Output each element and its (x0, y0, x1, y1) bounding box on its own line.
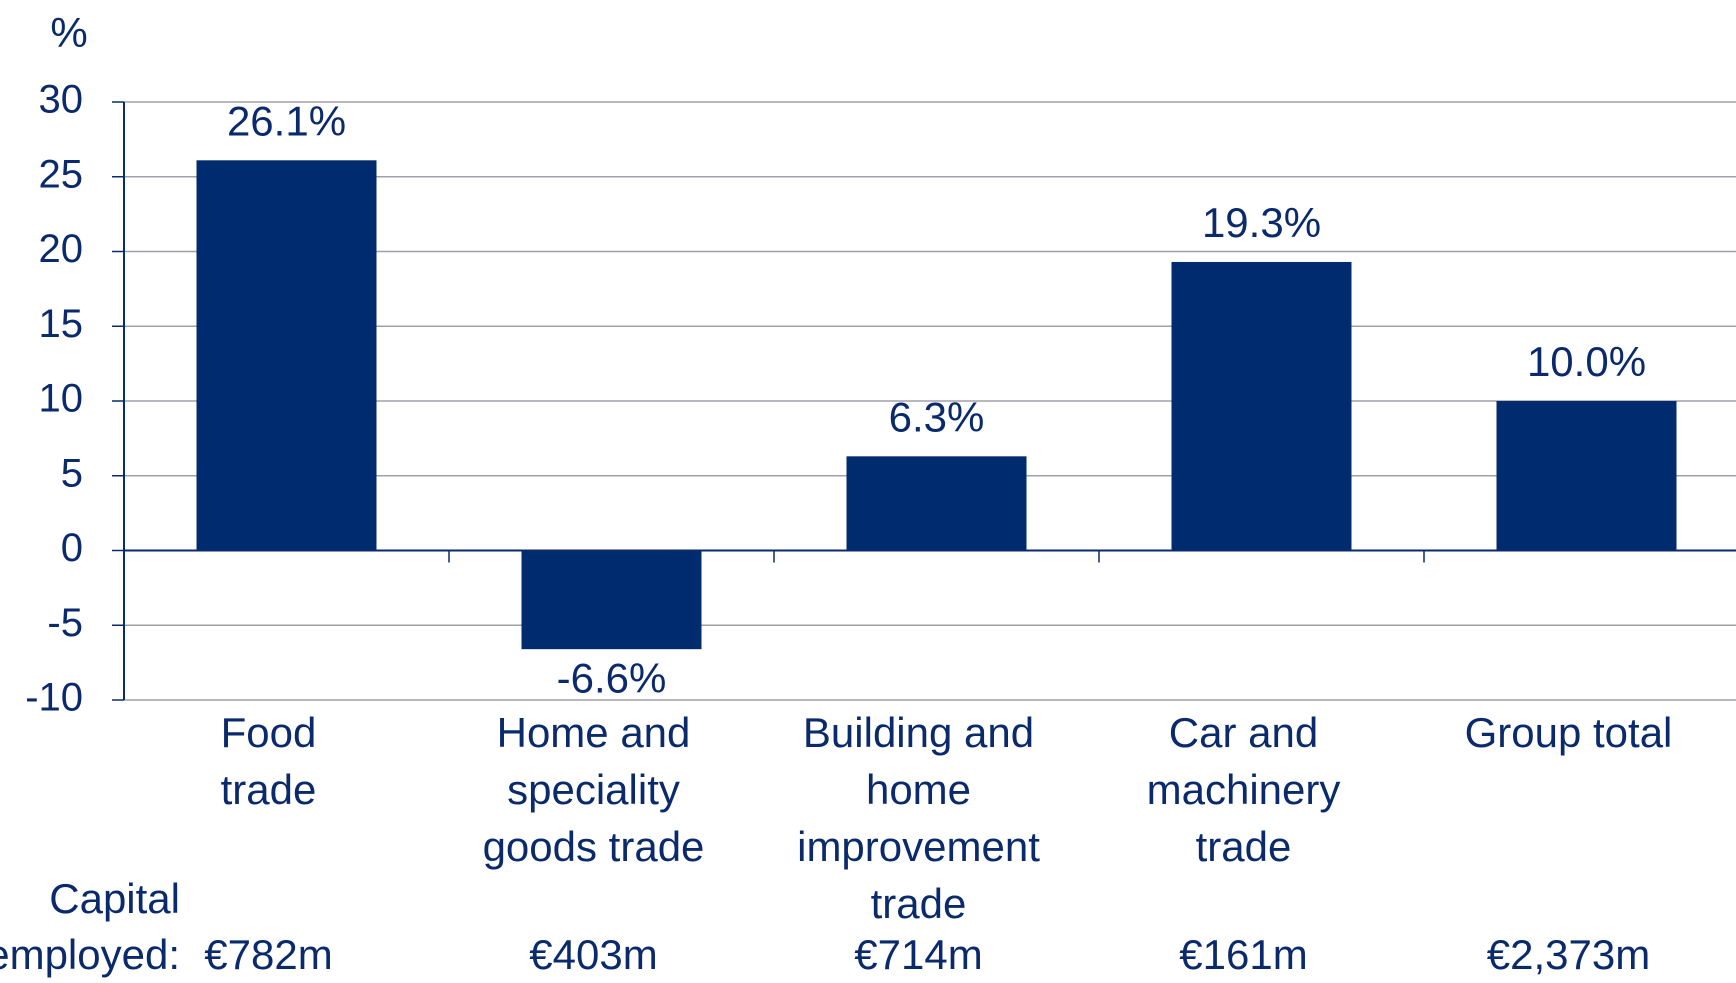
bar (196, 160, 377, 551)
value-label: -6.6% (557, 654, 667, 701)
bar (1496, 401, 1677, 551)
value-label: 26.1% (227, 97, 346, 144)
y-tick-label: 25 (39, 152, 84, 196)
x-tick-label: Building and home improvement trade (797, 709, 1040, 927)
y-tick-label: 30 (39, 78, 84, 122)
x-tick-label: Car and machinery trade (1147, 709, 1341, 870)
y-tick-label: 20 (39, 227, 84, 271)
y-axis-label: % (50, 9, 87, 56)
value-label: 10.0% (1527, 338, 1646, 385)
value-label: 19.3% (1202, 199, 1321, 246)
bar (1171, 261, 1352, 551)
y-tick-label: -10 (25, 676, 83, 720)
y-tick-label: 0 (61, 526, 83, 570)
value-label: 6.3% (889, 393, 985, 440)
capital-employed-value: €714m (854, 931, 982, 978)
y-tick-label: 15 (39, 302, 84, 346)
capital-employed-value: €403m (529, 931, 657, 978)
x-tick-label: Group total (1465, 709, 1673, 756)
y-tick-label: -5 (47, 601, 83, 645)
x-tick-label: Home and speciality goods trade (483, 709, 705, 870)
x-tick-label: Food trade (221, 709, 317, 813)
y-tick-label: 10 (39, 377, 84, 421)
capital-employed-value: €161m (1179, 931, 1307, 978)
y-tick-label: 5 (61, 451, 83, 495)
capital-employed-label: Capital employed: (0, 875, 180, 978)
bar (521, 550, 702, 650)
bar (846, 456, 1027, 551)
capital-employed-value: €782m (204, 931, 332, 978)
capital-employed-value: €2,373m (1487, 931, 1650, 978)
